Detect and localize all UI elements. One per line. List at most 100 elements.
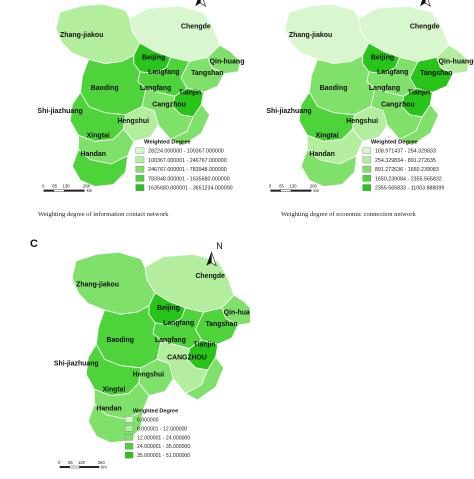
legend-entry: 6.000001 - 12.000000 [137, 426, 187, 432]
scale-unit: km [87, 188, 93, 193]
scale-segment [280, 189, 292, 192]
legend-swatch [135, 175, 145, 182]
scale-tick-label: 130 [78, 460, 86, 465]
legend: Weighted Degree 6.000000 6.000001 - 12.000… [124, 409, 190, 459]
city-label-xingtai: Xingtai [87, 132, 110, 139]
city-label-langfang-s: Langfang [369, 85, 400, 92]
legend-entry: 24.000001 - 35.000000 [137, 444, 190, 450]
north-arrow-icon [420, 0, 431, 7]
city-label-zhangjiakou: Zhang-jiakou [76, 280, 119, 288]
city-label-zhangjiakou: Zhang-jiakou [289, 32, 332, 39]
legend-swatch [362, 147, 372, 154]
city-label-tianjin: Tianjin [408, 89, 430, 96]
legend-entry: 108.971437 - 254.329833 [375, 149, 436, 155]
scale-tick-label: 65 [279, 184, 284, 189]
city-label-hengshui: Hengshui [117, 118, 149, 125]
city-label-chengde: Chengde [181, 24, 211, 31]
legend-entry: 2355.565833 - 11003.888099 [375, 186, 444, 192]
legend-entry: 100367.000001 - 246767.000000 [148, 158, 227, 164]
scale-unit: km [101, 465, 107, 470]
legend-swatch [362, 184, 372, 191]
legend-entry: 12.000001 - 24.000000 [137, 435, 190, 441]
city-label-shijiazhuang: Shi-jiazhuang [266, 108, 311, 115]
map-panel-b: Chengde Zhang-jiakou Beijing Qin-huangdan La… [237, 0, 474, 205]
legend-title: Weighted Degree [371, 140, 418, 146]
scale-segment [270, 189, 281, 192]
city-label-langfang-n: Langfang [163, 319, 194, 327]
city-label-tangshan: Tangshan [420, 70, 452, 77]
city-label-baoding: Baoding [320, 85, 348, 92]
scale-tick-label: 0 [58, 460, 61, 465]
legend-swatch [135, 156, 145, 164]
city-label-baoding: Baoding [106, 336, 133, 344]
city-label-beijing: Beijing [142, 54, 165, 61]
scale-unit: km [313, 188, 319, 193]
legend-entry: 1650.239084 - 2355.565832 [375, 176, 442, 182]
legend-swatch [124, 425, 134, 432]
city-label-handan: Handan [96, 405, 121, 413]
caption-a: Weighting degree of information contact … [38, 211, 169, 218]
region-handan [87, 403, 144, 444]
legend: Weighted Degree 108.971437 - 254.329833 25… [362, 140, 444, 192]
legend-entry: 28224.000000 - 100367.000000 [148, 149, 224, 155]
city-label-xingtai: Xingtai [102, 385, 125, 393]
city-label-cangzhou: CANGZHOU [167, 353, 207, 361]
legend-entry: 254.329834 - 891.272635 [375, 158, 436, 164]
map-panel-a: Chengde Zhang-jiakou Beijing Qin-huangdao La… [0, 0, 257, 205]
scale-tick-label: 260 [83, 184, 91, 189]
scale-tick-label: 130 [63, 184, 71, 189]
scale-segment [290, 189, 312, 192]
region-handan [300, 148, 358, 187]
map-svg-b: Chengde Zhang-jiakou Beijing Qin-huangdan La… [266, 0, 474, 194]
city-label-langfang-s: Langfang [155, 336, 186, 344]
map-svg-c: Chengde Zhang-jiakou Beijing Qin-huangdao La… [54, 241, 271, 470]
region-east-strip [184, 356, 225, 401]
legend: Weighted Degree 28224.000000 - 100367.000… [135, 140, 233, 192]
legend-swatch [124, 452, 134, 459]
city-label-beijing: Beijing [157, 304, 180, 312]
legend-swatch [362, 165, 372, 173]
city-label-langfang-n: Langfang [148, 69, 179, 76]
city-label-handan: Handan [80, 151, 106, 158]
city-label-hengshui: Hengshui [346, 118, 378, 125]
legend-entry: 246767.000001 - 783948.000000 [148, 167, 227, 173]
city-label-tangshan: Tangshan [191, 70, 223, 77]
scale-tick-label: 0 [42, 184, 45, 189]
legend-title: Weighted Degree [133, 409, 178, 415]
legend-entry: 6.000000 [137, 417, 159, 423]
scale-tick-label: 130 [289, 184, 297, 189]
city-label-shijiazhuang: Shi-jiazhuang [37, 108, 82, 115]
city-label-langfang-s: Langfang [140, 85, 171, 92]
scale-segment [64, 189, 85, 192]
legend-swatch [124, 416, 134, 423]
legend-title: Weighted Degree [144, 140, 191, 146]
scale-tick-label: 260 [98, 460, 106, 465]
north-arrow-icon [195, 0, 207, 7]
map-group: Chengde Zhang-jiakou Beijing Qin-huangdao La… [54, 251, 271, 444]
scale-tick-label: 65 [52, 184, 57, 189]
city-label-hengshui: Hengshui [133, 370, 164, 378]
city-label-handan: Handan [309, 151, 335, 158]
region-handan [71, 148, 129, 187]
city-label-zhangjiakou: Zhang-jiakou [60, 32, 103, 39]
legend-entry: 783948.000001 - 1635680.000000 [148, 176, 230, 182]
map-panel-c: Chengde Zhang-jiakou Beijing Qin-huangdao La… [22, 238, 271, 474]
city-label-langfang-n: Langfang [377, 69, 408, 76]
legend-swatch [124, 434, 134, 441]
city-label-qinhuangdao: Qin-huangdao [224, 308, 250, 316]
scale-tick-label: 260 [310, 184, 318, 189]
scale-segment [53, 189, 65, 192]
city-label-tangshan: Tangshan [206, 320, 238, 328]
region-cangzhou [156, 339, 209, 395]
city-label-chengde: Chengde [195, 272, 224, 280]
legend-entry: 1635680.000001 - 3651234.000000 [148, 186, 233, 192]
legend-swatch [135, 165, 145, 173]
scale-tick-label: 0 [269, 184, 272, 189]
map-svg-a: Chengde Zhang-jiakou Beijing Qin-huangdao La… [37, 0, 257, 194]
legend-swatch [362, 175, 372, 182]
city-label-qinhuangdao: Qin-huangdao [210, 59, 245, 66]
city-label-tianjin: Tianjin [193, 340, 215, 348]
